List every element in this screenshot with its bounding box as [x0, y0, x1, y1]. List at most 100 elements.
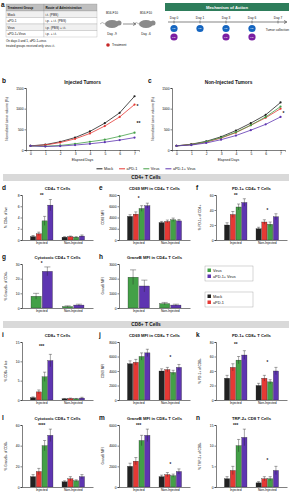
error-bar	[49, 354, 52, 366]
table-cell	[44, 24, 97, 31]
tick-label: Injected	[230, 241, 242, 245]
dose-marker	[248, 33, 255, 40]
bar	[176, 367, 181, 400]
tick-label: 6	[18, 205, 20, 209]
error-bar	[32, 475, 35, 479]
axis-line	[217, 400, 288, 401]
error-bar	[75, 237, 78, 238]
tick: 6	[265, 150, 267, 156]
bar	[48, 435, 53, 487]
tick: 4	[90, 150, 92, 156]
tick: 0	[22, 149, 26, 153]
tick-label: 0	[18, 239, 20, 243]
tick-label: 4	[18, 216, 20, 220]
error-bar	[226, 223, 229, 228]
day-label: Day -6	[141, 32, 151, 36]
plot-area	[127, 349, 181, 400]
day-tick	[226, 21, 227, 24]
dose-label: I.T.	[224, 27, 228, 30]
tick-mark	[21, 279, 23, 280]
plot-area	[224, 351, 278, 400]
legend-box	[205, 292, 253, 307]
x-axis: InjectedNon-Injected	[120, 309, 191, 314]
day-label: Day 3	[222, 16, 231, 20]
error-bar	[243, 429, 246, 446]
bar-chart: mGranzB MFI in CD8+ T Cells0200040006000…	[99, 414, 191, 492]
table-cell	[6, 18, 44, 25]
plot-area	[30, 429, 84, 487]
point	[89, 130, 91, 132]
tick-mark	[21, 240, 23, 241]
tick-mark	[21, 400, 23, 401]
y-axis: 02468	[18, 194, 23, 243]
error-bar	[43, 216, 46, 225]
timeline	[168, 21, 287, 24]
plot-area	[224, 199, 278, 240]
error-bar	[63, 237, 66, 238]
error-bar	[274, 466, 277, 474]
error-bar	[44, 267, 50, 276]
tick-mark	[118, 466, 120, 467]
axis-title: % PD-1+ of CD8+	[198, 358, 202, 384]
tick-mark	[215, 487, 217, 488]
tick-mark	[118, 487, 120, 488]
tick: 6000	[109, 424, 119, 428]
error-bar	[172, 218, 175, 221]
significance: ***	[39, 344, 45, 349]
tick-label: 20	[16, 277, 20, 281]
error-bar	[69, 236, 72, 237]
cell-line-label: B16-F10	[140, 11, 152, 15]
tick: 2	[206, 150, 208, 156]
tick-mark	[215, 195, 217, 196]
cell-text: aPD-1+Virus	[8, 32, 27, 36]
tick: 7	[134, 150, 136, 156]
error-bar	[129, 215, 132, 218]
tick-label: 6000	[109, 205, 117, 209]
tick: 5	[18, 379, 22, 383]
tick: 4000	[109, 370, 119, 374]
axis-line	[21, 265, 23, 309]
y-axis: 051015	[16, 341, 23, 403]
tick: Non-Injected	[258, 401, 277, 405]
tick-mark	[118, 240, 120, 241]
dose-label: I.P.	[172, 36, 176, 39]
table-cell	[44, 18, 97, 25]
tick-mark	[25, 150, 27, 151]
legend-label: aPD-1	[213, 301, 224, 305]
tick: 0	[18, 239, 22, 243]
tick-mark	[118, 425, 120, 426]
tick-label: 1	[191, 152, 193, 156]
tick: 8000	[109, 341, 119, 345]
tick: 1000	[16, 107, 26, 111]
tick-label: Injected	[36, 309, 48, 313]
axis-title: % CD8+ of live	[4, 360, 8, 381]
x-axis: InjectedNon-Injected	[23, 241, 94, 246]
point	[104, 139, 106, 141]
error-bar	[177, 219, 180, 222]
bar	[62, 237, 67, 240]
tick-label: 0	[30, 152, 32, 156]
point	[235, 131, 237, 133]
significance: **	[40, 193, 44, 198]
point	[205, 141, 207, 143]
error-bar	[140, 206, 143, 212]
error-bar	[269, 380, 272, 384]
mouse-tail	[100, 23, 105, 25]
tick-label: 4000	[109, 216, 117, 220]
tick-mark	[25, 129, 27, 130]
tick: Non-Injected	[64, 401, 83, 405]
tick-label: 1	[45, 152, 47, 156]
bar	[139, 357, 144, 401]
tick: 2000	[109, 227, 119, 231]
tick: 5	[104, 150, 106, 156]
point	[89, 141, 91, 143]
x-axis: InjectedNon-Injected	[23, 309, 94, 314]
tick-label: 4	[236, 152, 238, 156]
plot-area	[128, 270, 181, 308]
tick-label: 3	[75, 152, 77, 156]
tick-mark	[215, 342, 217, 343]
point	[29, 145, 31, 147]
error-bar	[43, 441, 46, 451]
error-bar	[257, 383, 260, 387]
tick: 500	[18, 128, 26, 132]
